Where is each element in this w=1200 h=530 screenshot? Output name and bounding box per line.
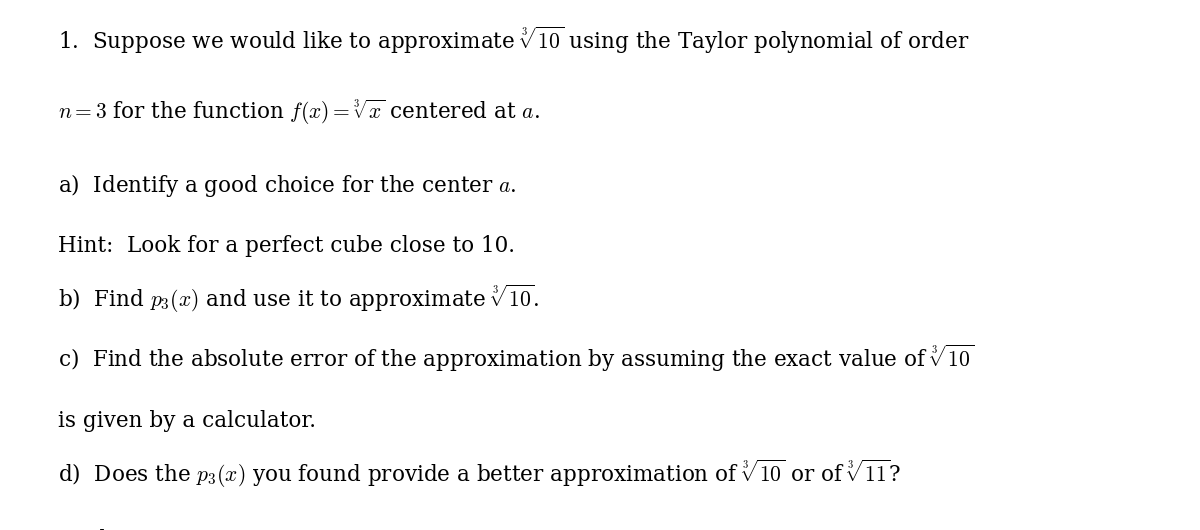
Text: a)  Identify a good choice for the center $a$.: a) Identify a good choice for the center… (58, 172, 516, 199)
Text: is given by a calculator.: is given by a calculator. (58, 410, 316, 432)
Text: c)  Find the absolute error of the approximation by assuming the exact value of : c) Find the absolute error of the approx… (58, 342, 973, 374)
Text: $n = 3$ for the function $f(x) = \sqrt[3]{x}$ centered at $a$.: $n = 3$ for the function $f(x) = \sqrt[3… (58, 98, 540, 127)
Text: Explain your answer.: Explain your answer. (58, 529, 287, 530)
Text: d)  Does the $p_3(x)$ you found provide a better approximation of $\sqrt[3]{10}$: d) Does the $p_3(x)$ you found provide a… (58, 458, 901, 490)
Text: b)  Find $p_3(x)$ and use it to approximate $\sqrt[3]{10}$.: b) Find $p_3(x)$ and use it to approxima… (58, 283, 539, 315)
Text: Hint:  Look for a perfect cube close to 10.: Hint: Look for a perfect cube close to 1… (58, 235, 515, 257)
Text: 1.  Suppose we would like to approximate $\sqrt[3]{10}$ using the Taylor polynom: 1. Suppose we would like to approximate … (58, 24, 968, 56)
